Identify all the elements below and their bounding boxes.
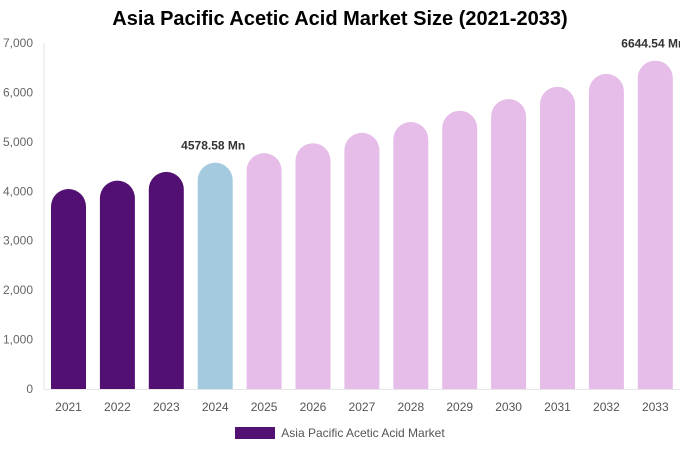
bar-2021: [51, 189, 86, 389]
x-tick-label: 2033: [642, 400, 669, 414]
bar-2032: [588, 73, 624, 390]
x-tick-label: 2022: [104, 400, 131, 414]
bar-2030: [491, 99, 527, 390]
legend-label: Asia Pacific Acetic Acid Market: [281, 426, 445, 440]
x-tick-label: 2032: [593, 400, 620, 414]
y-tick-label: 3,000: [3, 234, 33, 248]
bar-2029: [442, 110, 478, 389]
y-tick-label: 2,000: [3, 283, 33, 297]
x-tick-label: 2021: [55, 400, 82, 414]
bar-2033: [637, 60, 673, 389]
x-tick-label: 2023: [153, 400, 180, 414]
legend: Asia Pacific Acetic Acid Market: [0, 426, 680, 440]
x-tick-label: 2026: [300, 400, 327, 414]
bar-2031: [540, 86, 575, 389]
data-label: 6644.54 Mn: [621, 37, 680, 51]
x-tick-label: 2031: [544, 400, 571, 414]
bar-2026: [295, 143, 331, 389]
x-tick-label: 2025: [251, 400, 278, 414]
y-tick-label: 4,000: [3, 184, 33, 198]
y-tick-label: 1,000: [3, 333, 33, 347]
bar-2025: [246, 153, 282, 389]
bar-2022: [99, 180, 135, 389]
data-label: 4578.58 Mn: [181, 139, 245, 153]
bar-2023: [148, 171, 184, 389]
legend-swatch: [235, 427, 276, 439]
y-tick-label: 5,000: [3, 135, 33, 149]
y-tick-label: 7,000: [3, 36, 33, 50]
bar-2024: [197, 162, 233, 389]
chart-title: Asia Pacific Acetic Acid Market Size (20…: [112, 8, 568, 30]
x-tick-label: 2030: [495, 400, 522, 414]
y-tick-label: 6,000: [3, 85, 33, 99]
y-tick-label: 0: [26, 382, 33, 396]
x-tick-label: 2029: [446, 400, 473, 414]
x-tick-label: 2024: [202, 400, 229, 414]
x-tick-label: 2028: [397, 400, 424, 414]
bar-2027: [344, 132, 380, 390]
bar-2028: [393, 121, 429, 389]
x-tick-label: 2027: [349, 400, 376, 414]
